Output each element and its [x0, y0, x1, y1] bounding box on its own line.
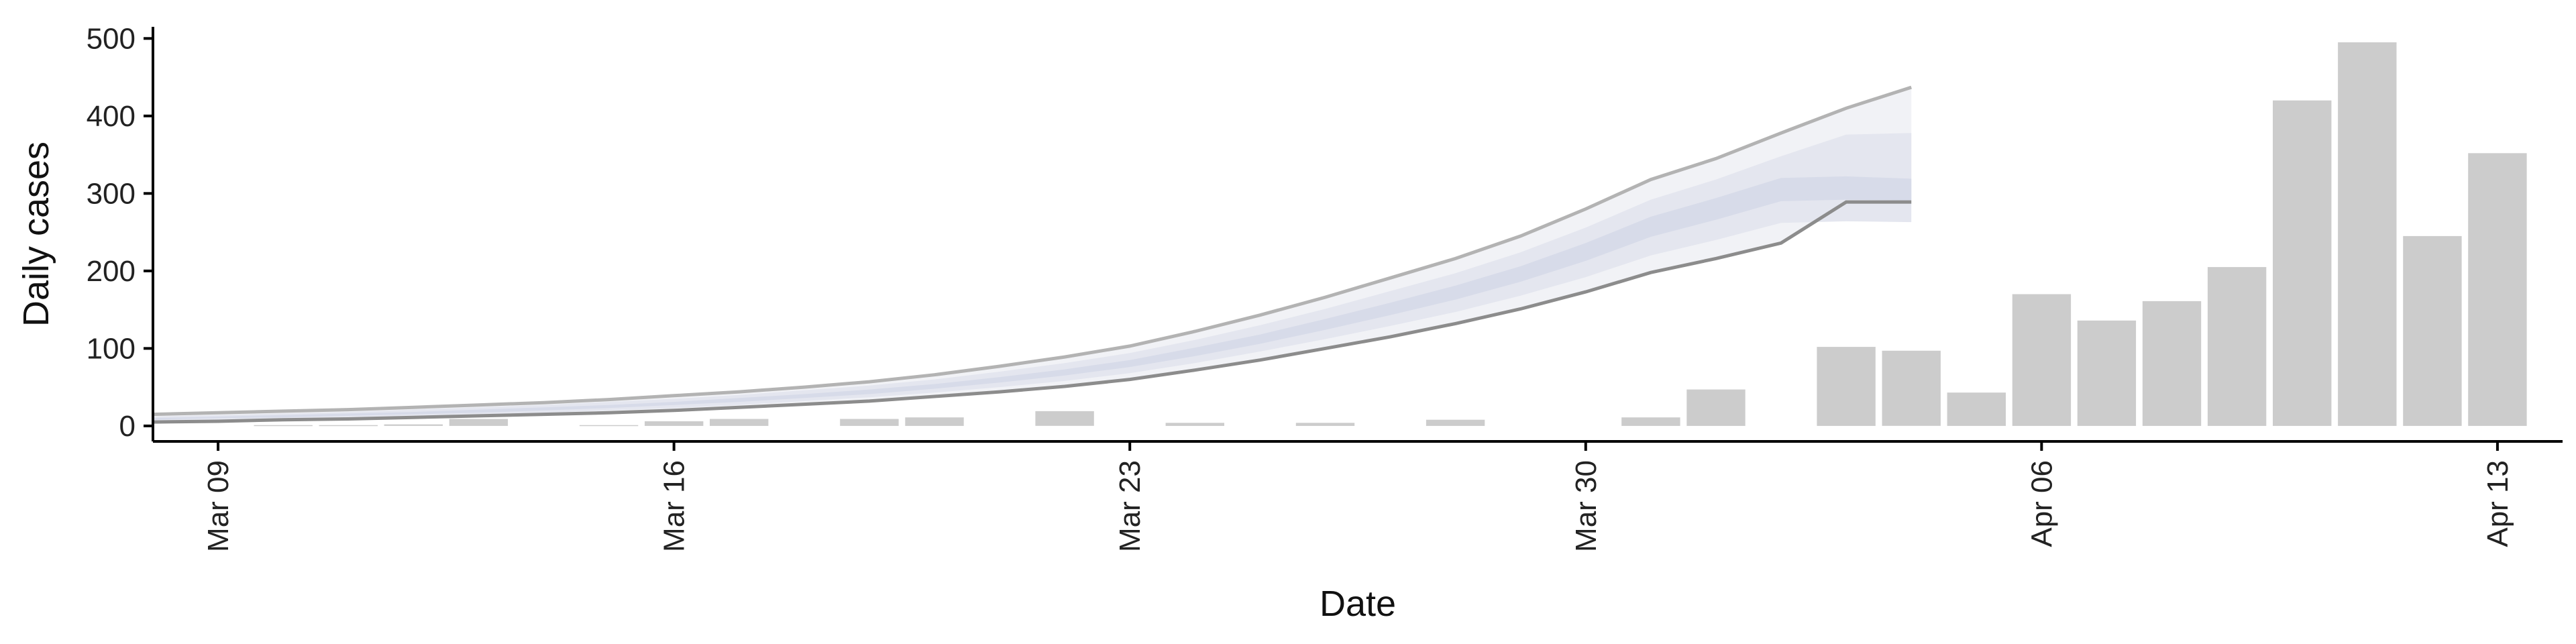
bar [710, 419, 769, 426]
bar [2403, 235, 2462, 426]
bar [319, 425, 378, 427]
x-axis-title: Date [1320, 584, 1396, 624]
forecast-band-middle [153, 133, 1912, 422]
x-tick-label: Mar 09 [202, 460, 235, 552]
y-tick-label: 300 [87, 177, 136, 210]
y-tick-label: 500 [87, 22, 136, 55]
forecast-bands [153, 87, 1912, 423]
x-tick-label: Mar 23 [1114, 460, 1146, 552]
bar [2207, 267, 2267, 426]
x-tick-label: Mar 30 [1570, 460, 1603, 552]
bar [1426, 419, 1485, 426]
x-tick-label: Mar 16 [658, 460, 691, 552]
bar [1686, 389, 1746, 426]
axes: 0 100 200 300 400 500 Mar 09 Mar 16 Mar 23 Mar 30… [87, 22, 2563, 552]
bar [384, 424, 443, 426]
bar [579, 425, 639, 427]
forecast-bounds [152, 85, 1912, 424]
bar [2012, 294, 2072, 426]
bar [254, 425, 313, 427]
bar [2468, 153, 2527, 426]
bar [840, 419, 899, 426]
bar [1882, 350, 1941, 426]
x-tick-label: Apr 13 [2481, 460, 2514, 547]
bar [1947, 392, 2006, 426]
bar [905, 417, 964, 426]
y-tick-label: 100 [87, 332, 136, 365]
y-tick-label: 0 [119, 410, 136, 443]
bar [1295, 423, 1355, 426]
y-axis-title: Daily cases [16, 142, 56, 327]
bar [2338, 42, 2397, 426]
bar [2077, 320, 2137, 426]
bar [2273, 100, 2332, 426]
bar [449, 419, 508, 426]
bar [1165, 423, 1224, 426]
y-tick-label: 400 [87, 100, 136, 133]
bar [1817, 347, 1876, 426]
forecast-upper-line [152, 85, 1912, 417]
bar [2142, 301, 2202, 426]
forecast-band-inner [153, 176, 1912, 420]
bar [645, 421, 704, 426]
forecast-lower-line [152, 200, 1912, 424]
bar [1621, 417, 1680, 426]
bar [1035, 411, 1094, 426]
bar-series [254, 42, 2527, 427]
x-tick-label: Apr 06 [2025, 460, 2058, 547]
y-tick-label: 200 [87, 255, 136, 288]
